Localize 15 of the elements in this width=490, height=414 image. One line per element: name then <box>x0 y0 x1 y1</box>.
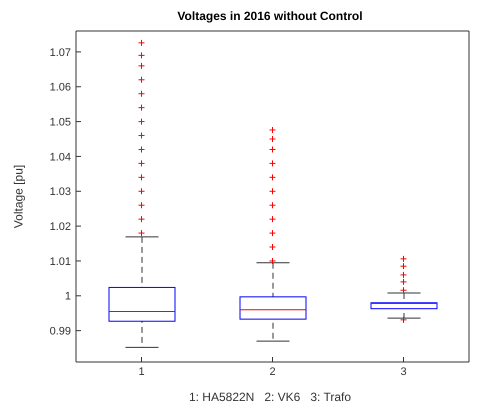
x-tick-label: 3 <box>400 366 407 378</box>
y-tick-label: 1 <box>64 290 71 303</box>
x-tick-label: 2 <box>269 366 276 378</box>
y-tick-label: 0.99 <box>50 326 71 338</box>
chart-title: Voltages in 2016 without Control <box>176 8 364 24</box>
y-tick-label: 1.04 <box>50 151 71 164</box>
y-tick-label: 1.07 <box>50 46 71 59</box>
y-axis-title: Voltage [pu] <box>11 164 26 228</box>
x-axis-title: 1: HA5822N 2: VK6 3: Trafo <box>188 390 352 404</box>
x-tick-label: 1 <box>138 366 145 378</box>
y-tick-label: 1.03 <box>50 186 71 198</box>
y-tick-label: 1.06 <box>50 82 71 94</box>
y-tick-label: 1.01 <box>50 256 71 268</box>
y-tick-label: 1.02 <box>50 221 71 234</box>
y-tick-label: 1.05 <box>50 116 71 128</box>
